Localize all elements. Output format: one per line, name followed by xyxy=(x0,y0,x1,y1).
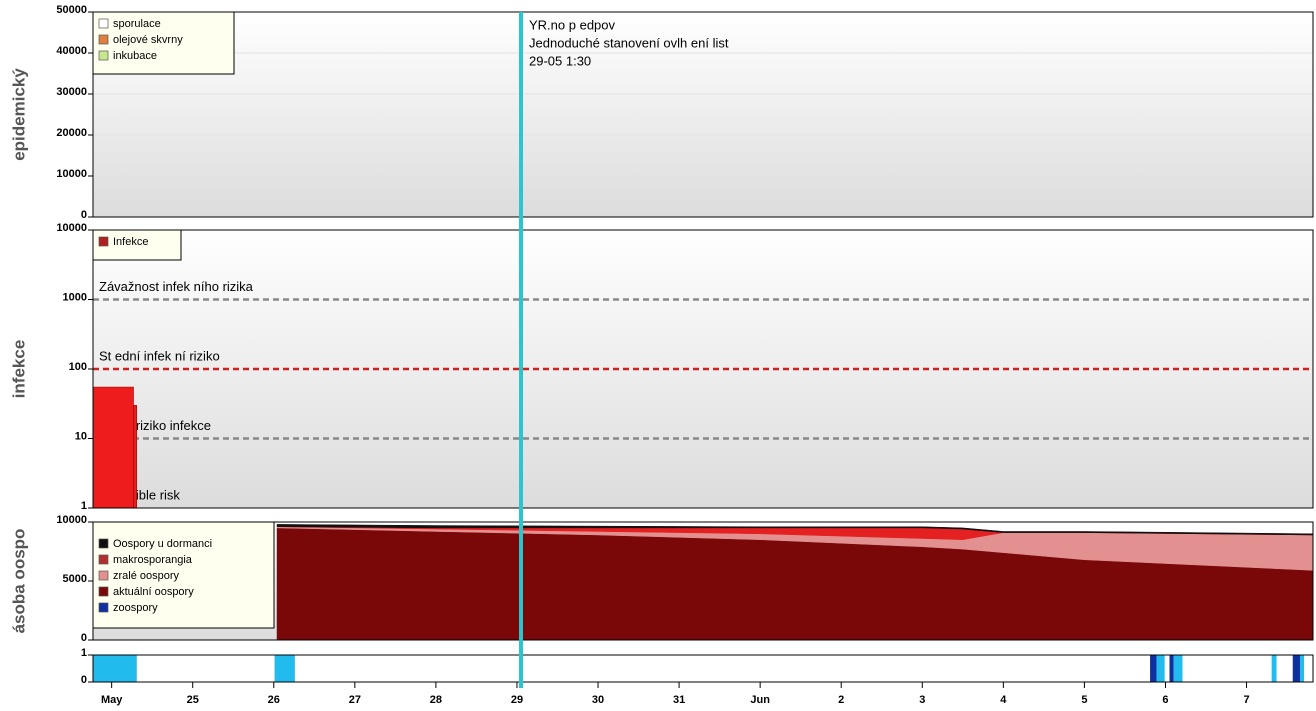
x-tick-label: 5 xyxy=(1081,694,1087,706)
bar xyxy=(92,386,134,509)
legend-label: aktuální oospory xyxy=(113,586,194,598)
legend-swatch xyxy=(98,50,109,61)
y-tick-label: 0 xyxy=(81,674,87,686)
y-tick-label: 1 xyxy=(81,647,87,659)
legend-label: olejové skvrny xyxy=(113,34,183,46)
legend-swatch xyxy=(98,554,109,565)
y-tick-label: 40000 xyxy=(56,45,87,57)
x-tick-label: Jun xyxy=(750,694,770,706)
x-tick-label: 3 xyxy=(919,694,925,706)
segment xyxy=(274,655,295,682)
threshold-label: St ední infek ní riziko xyxy=(99,348,220,363)
legend-label: zralé oospory xyxy=(113,570,180,582)
bar xyxy=(133,405,138,509)
segment xyxy=(1292,655,1301,682)
y-axis-title: epidemický xyxy=(9,68,28,161)
legend-swatch xyxy=(98,570,109,581)
legend-label: Oospory u dormanci xyxy=(113,538,212,550)
legend-label: zoospory xyxy=(113,602,158,614)
legend-swatch xyxy=(98,18,109,29)
legend-swatch xyxy=(98,602,109,613)
x-tick-label: 2 xyxy=(838,694,844,706)
x-tick-label: 26 xyxy=(268,694,280,706)
x-tick-label: 28 xyxy=(430,694,442,706)
plot-area xyxy=(93,12,1313,217)
legend-label: makrosporangia xyxy=(113,554,193,566)
legend-box xyxy=(92,521,275,629)
x-tick-label: May xyxy=(101,694,123,706)
y-tick-label: 10000 xyxy=(56,222,87,234)
legend-swatch xyxy=(98,236,109,247)
y-tick-label: 100 xyxy=(69,361,87,373)
segment xyxy=(1169,655,1174,682)
y-tick-label: 1 xyxy=(81,500,87,512)
y-tick-label: 20000 xyxy=(56,127,87,139)
x-tick-label: 30 xyxy=(592,694,604,706)
plot-border xyxy=(92,229,1314,509)
segment xyxy=(93,655,137,682)
x-tick-label: 7 xyxy=(1243,694,1249,706)
y-axis-title: ásoba oospo xyxy=(9,529,28,634)
marker-annotation: Jednoduché stanovení ovlh ení list xyxy=(529,35,729,50)
plot-area xyxy=(93,655,1313,682)
y-tick-label: 30000 xyxy=(56,86,87,98)
x-tick-label: 6 xyxy=(1162,694,1168,706)
segment xyxy=(1150,655,1157,682)
legend-box xyxy=(92,11,235,75)
x-tick-label: 25 xyxy=(187,694,199,706)
plot-border xyxy=(92,11,1314,218)
x-tick-label: 27 xyxy=(349,694,361,706)
y-tick-label: 10 xyxy=(75,430,87,442)
marker-annotation: YR.no p edpov xyxy=(529,17,616,32)
legend-label: Infekce xyxy=(113,236,148,248)
legend-label: sporulace xyxy=(113,18,161,30)
marker-annotation: 29-05 1:30 xyxy=(529,53,591,68)
plot-border xyxy=(92,654,1314,683)
x-tick-label: 4 xyxy=(1000,694,1007,706)
threshold-label: Závažnost infek ního rizika xyxy=(99,279,254,294)
y-tick-label: 0 xyxy=(81,632,87,644)
segment xyxy=(1156,655,1165,682)
x-tick-label: 31 xyxy=(673,694,685,706)
y-tick-label: 10000 xyxy=(56,514,87,526)
y-tick-label: 5000 xyxy=(63,573,87,585)
segment xyxy=(1173,655,1183,682)
y-tick-label: 0 xyxy=(81,209,87,221)
legend-swatch xyxy=(98,586,109,597)
legend-label: inkubace xyxy=(113,50,157,62)
y-tick-label: 50000 xyxy=(56,4,87,16)
segment xyxy=(1271,655,1277,682)
segment xyxy=(1300,655,1305,682)
x-tick-label: 29 xyxy=(511,694,523,706)
y-axis-title: infekce xyxy=(9,340,28,399)
y-tick-label: 10000 xyxy=(56,168,87,180)
legend-swatch xyxy=(98,34,109,45)
y-tick-label: 1000 xyxy=(63,291,87,303)
legend-swatch xyxy=(98,538,109,549)
